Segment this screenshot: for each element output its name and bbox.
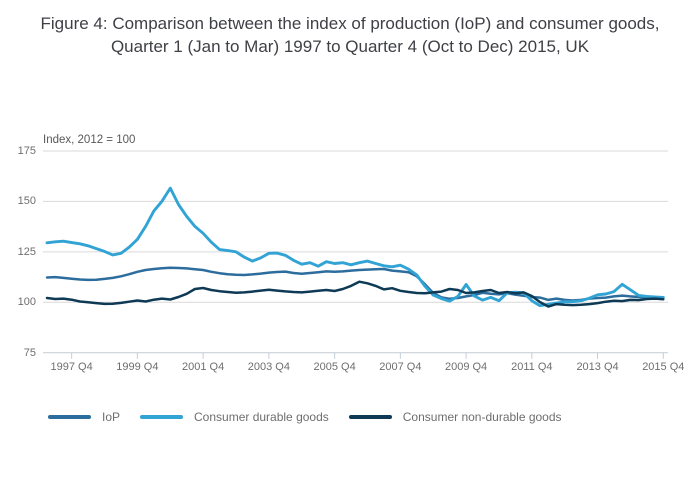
figure-title: Figure 4: Comparison between the index o… <box>40 14 660 57</box>
xtick-label-1999-Q4: 1999 Q4 <box>116 361 159 373</box>
ytick-label-175: 175 <box>17 145 36 157</box>
legend-item-consumer-non-durable: Consumer non-durable goods <box>348 410 562 424</box>
xtick-label-2003-Q4: 2003 Q4 <box>247 361 290 373</box>
xtick-label-2013-Q4: 2013 Q4 <box>576 361 619 373</box>
series-line-consumer-durable-goods <box>45 186 665 308</box>
legend-label-iop: IoP <box>102 410 121 424</box>
xtick-label-2011-Q4: 2011 Q4 <box>511 361 553 373</box>
ytick-label-100: 100 <box>17 296 36 309</box>
legend-swatch-consumer-durable <box>140 415 184 419</box>
legend-swatch-consumer-non-durable <box>348 415 392 419</box>
xtick-label-2015-Q4: 2015 Q4 <box>642 361 685 373</box>
ytick-label-150: 150 <box>17 195 36 208</box>
ytick-label-75: 75 <box>23 346 36 359</box>
series-line-iop <box>45 266 665 302</box>
legend-label-consumer-durable: Consumer durable goods <box>194 410 329 424</box>
xtick-label-1997-Q4: 1997 Q4 <box>50 361 93 373</box>
chart-legend: IoP Consumer durable goods Consumer non-… <box>48 408 582 426</box>
xtick-label-2001-Q4: 2001 Q4 <box>182 361 225 373</box>
legend-item-iop: IoP <box>48 410 120 424</box>
index-note: Index, 2012 = 100 <box>43 134 136 146</box>
ytick-label-125: 125 <box>17 245 36 258</box>
legend-swatch-iop <box>48 415 91 419</box>
series-line-consumer-non-durable-goods <box>45 280 665 308</box>
xtick-label-2009-Q4: 2009 Q4 <box>444 361 488 373</box>
legend-label-consumer-non-durable: Consumer non-durable goods <box>402 410 562 424</box>
xtick-label-2007-Q4: 2007 Q4 <box>379 361 422 373</box>
legend-item-consumer-durable: Consumer durable goods <box>140 410 329 424</box>
xtick-label-2005-Q4: 2005 Q4 <box>313 361 356 373</box>
